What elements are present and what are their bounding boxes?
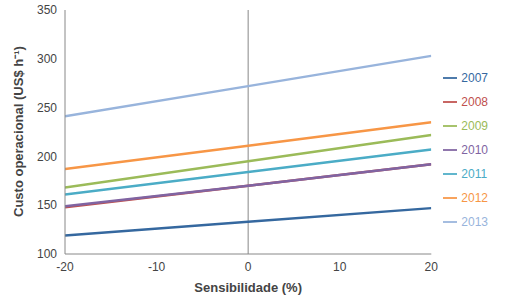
svg-text:-20: -20 — [56, 260, 74, 274]
svg-text:350: 350 — [37, 3, 57, 17]
svg-text:-10: -10 — [148, 260, 166, 274]
html-text:2010: 2010 — [461, 142, 488, 157]
svg-text:200: 200 — [37, 150, 57, 164]
svg-text:300: 300 — [37, 52, 57, 66]
svg-text:0: 0 — [245, 260, 252, 274]
html-text:2013: 2013 — [461, 214, 488, 229]
svg-text:150: 150 — [37, 198, 57, 212]
svg-text:20: 20 — [425, 260, 439, 274]
html-text:2009: 2009 — [461, 118, 488, 133]
svg-text:250: 250 — [37, 101, 57, 115]
html-text:2012: 2012 — [461, 190, 488, 205]
svg-text:10: 10 — [333, 260, 347, 274]
svg-text:Custo operacional (US$ h⁻¹): Custo operacional (US$ h⁻¹) — [11, 46, 26, 217]
svg-text:Sensibilidade (%): Sensibilidade (%) — [194, 280, 302, 295]
svg-text:100: 100 — [37, 247, 57, 261]
html-text:2008: 2008 — [461, 94, 488, 109]
html-text:2007: 2007 — [461, 70, 488, 85]
html-text:2011: 2011 — [461, 166, 488, 181]
